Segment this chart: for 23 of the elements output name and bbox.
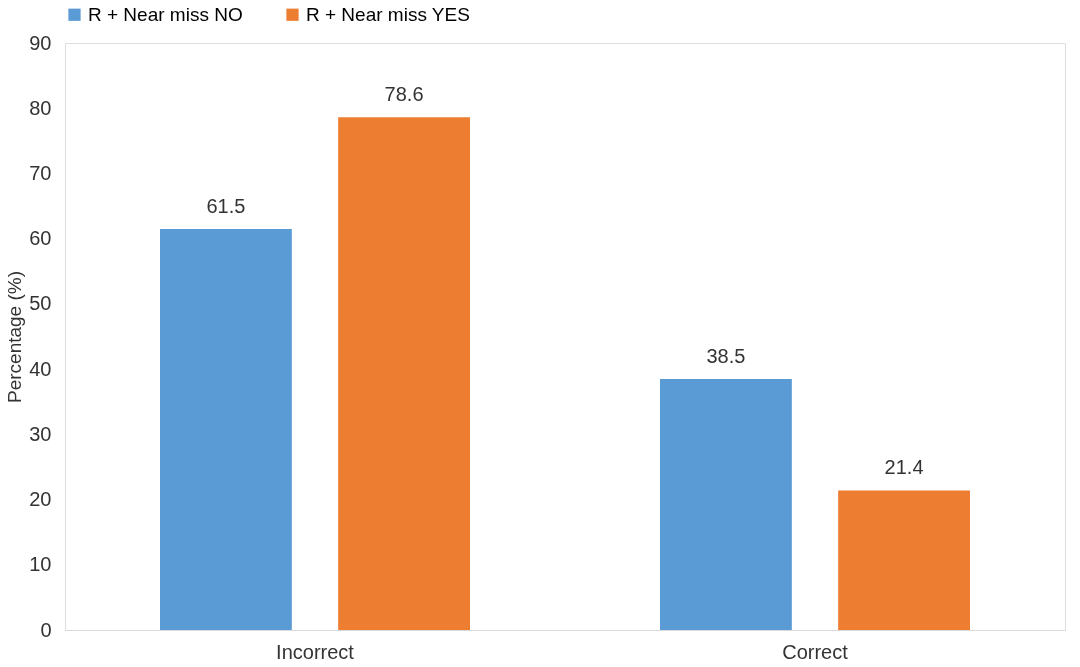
data-label: 78.6 — [384, 83, 424, 106]
bar — [660, 378, 792, 630]
y-tick-label: 60 — [29, 227, 52, 250]
legend-label: R + Near miss YES — [306, 3, 470, 25]
y-tick-label: 50 — [29, 292, 52, 315]
data-label: 61.5 — [206, 194, 246, 217]
x-tick-label: Correct — [782, 640, 849, 663]
y-tick-label: 30 — [29, 422, 52, 445]
y-tick-label: 90 — [29, 31, 52, 54]
bar — [338, 117, 470, 630]
x-tick-label: Incorrect — [276, 640, 355, 663]
data-label: 38.5 — [706, 344, 746, 367]
y-tick-label: 80 — [29, 96, 52, 119]
y-tick-label: 0 — [40, 618, 52, 641]
y-tick-label: 20 — [29, 488, 52, 511]
y-axis-title: Percentage (%) — [4, 270, 26, 404]
data-label: 21.4 — [884, 456, 924, 479]
legend-label: R + Near miss NO — [88, 3, 243, 25]
y-tick-label: 70 — [29, 161, 52, 184]
bar — [838, 490, 970, 630]
bar — [160, 228, 292, 630]
y-tick-label: 40 — [29, 357, 52, 380]
y-tick-label: 10 — [29, 553, 52, 576]
